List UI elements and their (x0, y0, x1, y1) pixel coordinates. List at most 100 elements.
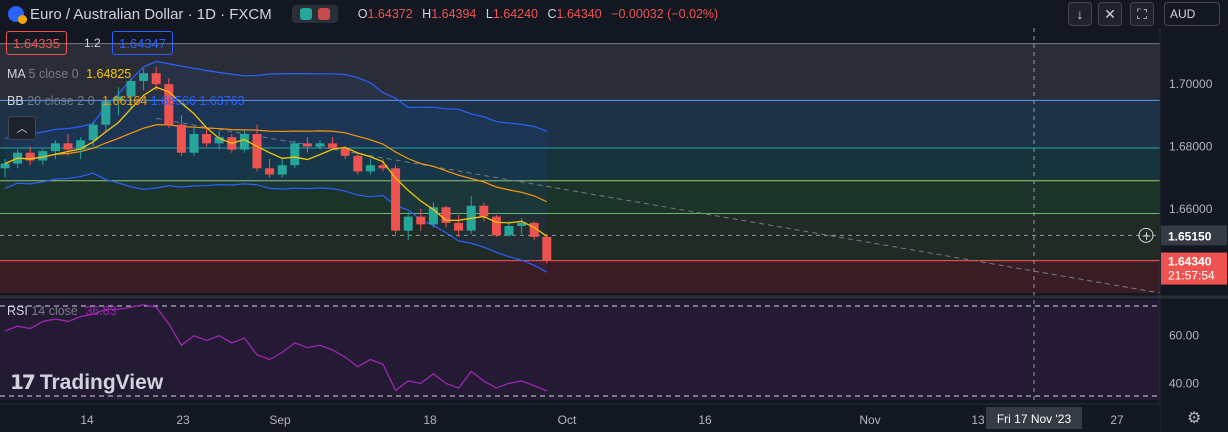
time-tick-label: 18 (423, 413, 437, 427)
candle (542, 233, 552, 264)
fib-zone-4 (0, 213, 1160, 261)
candle-body (50, 143, 60, 152)
add-alert-plus: + (1142, 229, 1152, 243)
candle-body (529, 222, 539, 237)
fullscreen-button[interactable]: ⛶ (1130, 2, 1154, 26)
crosshair-time-tag (986, 407, 1082, 429)
download-button[interactable]: ↓ (1068, 2, 1092, 26)
candle-body (302, 143, 312, 147)
candle (164, 77, 174, 128)
candle (491, 215, 501, 237)
candle-body (491, 216, 501, 236)
candle-body (504, 225, 514, 236)
rsi-tick-label: 60.00 (1169, 329, 1199, 343)
currency-select[interactable]: AUD (1164, 2, 1220, 26)
candle (290, 140, 300, 169)
price-tick-label: 1.66000 (1169, 202, 1213, 216)
candle-body (416, 216, 426, 225)
time-tick-label: 13 (971, 413, 985, 427)
candle-body (151, 73, 161, 85)
candle (176, 115, 186, 156)
ohlc-readout: O1.64372 H1.64394 L1.64240 C1.64340 −0.0… (357, 7, 719, 21)
status-dot-red (317, 8, 330, 20)
candle-body (365, 165, 375, 172)
chart-header: Euro / Australian Dollar · 1D · FXCM O1.… (0, 0, 1160, 28)
candle (328, 137, 338, 150)
candle-body (239, 134, 249, 150)
candle (239, 130, 249, 153)
candle-body (0, 163, 10, 169)
candle-body (265, 168, 275, 175)
candle (151, 66, 161, 91)
candle (479, 202, 489, 222)
rsi-tick-label: 40.00 (1169, 376, 1199, 390)
market-status-dots[interactable] (291, 5, 338, 23)
status-dot-green (299, 8, 312, 20)
candle (76, 137, 86, 159)
candle-body (441, 207, 451, 223)
symbol-title[interactable]: Euro / Australian Dollar · 1D · FXCM (30, 5, 272, 23)
candle-body (328, 143, 338, 149)
bb-upper-line (4, 60, 548, 140)
candle (25, 146, 35, 166)
candle-body (315, 143, 325, 147)
settings-gear-icon[interactable]: ⚙ (1187, 410, 1202, 427)
candle (353, 152, 363, 175)
candle (202, 127, 212, 147)
candle (63, 134, 73, 156)
candle (416, 208, 426, 231)
collapse-button[interactable]: ✕ (1098, 2, 1122, 26)
candle-body (202, 134, 212, 144)
candle-body (76, 140, 86, 150)
candle (391, 165, 401, 234)
candle (101, 96, 111, 131)
tradingview-watermark: 𝟭𝟳 TradingView (10, 370, 164, 395)
ma-legend[interactable]: MA 5 close 0 1.64825 (7, 67, 132, 81)
currency-flag-icon (8, 6, 27, 24)
candle-body (290, 143, 300, 166)
candle (504, 221, 514, 237)
crosshair-time-label: Fri 17 Nov '23 (997, 412, 1072, 426)
candle-body (63, 143, 73, 150)
candle (265, 158, 275, 178)
spread-label: 1.2 (84, 36, 101, 50)
rsi-legend[interactable]: RSI 14 close 36.83 (7, 304, 117, 318)
candle (126, 77, 136, 110)
crosshair-price-tag (1161, 225, 1227, 246)
candle-body (176, 124, 186, 153)
candle-body (113, 96, 123, 102)
collapse-legend-icon[interactable]: ︿ (8, 116, 36, 140)
fib-zone-2 (0, 148, 1160, 181)
fib-zone-5 (0, 260, 1160, 293)
trend-line (156, 117, 1161, 294)
bb-lower-line (4, 172, 548, 273)
candle-body (88, 124, 98, 141)
time-tick-label: Nov (859, 413, 880, 427)
candle-body (252, 134, 262, 169)
price-tick-label: 1.70000 (1169, 77, 1213, 91)
price-tick-label: 1.68000 (1169, 139, 1213, 153)
time-tick-label: 23 (176, 413, 190, 427)
time-tick-label: Sep (269, 413, 291, 427)
last-price-tag (1161, 252, 1227, 285)
rsi-line (4, 304, 548, 392)
rsi-pane-bg (0, 300, 1160, 400)
countdown-label: 21:57:54 (1168, 269, 1215, 283)
fib-zone-0 (0, 43, 1160, 101)
time-tick-label: Oct (558, 413, 577, 427)
candle-body (428, 207, 438, 225)
candle-body (277, 165, 287, 175)
candle-body (25, 152, 35, 161)
candle (302, 137, 312, 153)
candle-body (378, 165, 388, 169)
candle (315, 140, 325, 150)
sell-price-button[interactable]: 1.64335 (6, 31, 67, 55)
bb-fill (5, 61, 547, 273)
candle-body (189, 134, 199, 153)
candle (441, 205, 451, 228)
candle-body (139, 73, 149, 81)
buy-price-button[interactable]: 1.64347 (112, 31, 173, 55)
candle-body (542, 236, 552, 261)
bb-legend[interactable]: BB 20 close 2 0 1.66164 1.68566 1.63763 (7, 94, 245, 108)
